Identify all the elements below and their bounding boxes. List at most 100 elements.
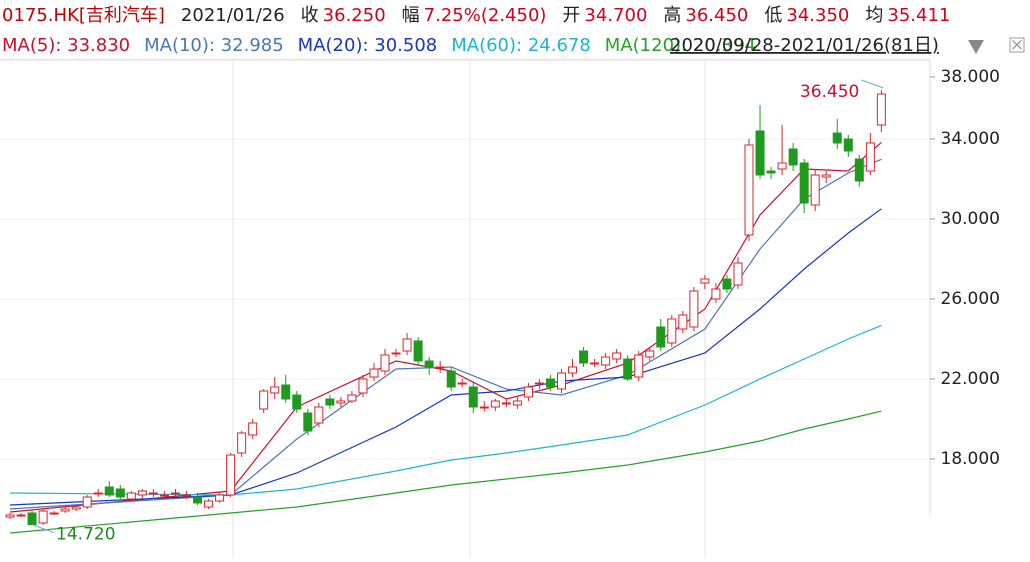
candle-body: [645, 350, 655, 358]
ma-row: MA(5): 33.830 MA(10): 32.985 MA(20): 30.50…: [2, 35, 756, 56]
candle-body: [148, 492, 158, 495]
candle-body: [215, 494, 225, 502]
candle-body: [126, 492, 136, 500]
candle-body: [27, 512, 37, 526]
dropdown-arrow[interactable]: [968, 40, 984, 54]
candle-body: [104, 486, 114, 496]
candle-body: [777, 162, 787, 170]
y-tick-label: 18.000: [941, 449, 1000, 469]
ma-legend: MA(120): 20.394: [605, 35, 756, 56]
candle-body: [49, 512, 59, 515]
candle-body: [314, 406, 324, 424]
candle-body: [457, 382, 467, 385]
candle-body: [799, 162, 809, 204]
candle-body: [380, 354, 390, 372]
y-tick-label: 26.000: [941, 289, 1000, 309]
candle-body: [656, 326, 666, 348]
candle-body: [689, 290, 699, 328]
candle-body: [270, 386, 280, 394]
ma-legend: MA(5): 33.830: [2, 35, 130, 56]
candle-body: [744, 144, 754, 236]
ma-legend: MA(60): 24.678: [451, 35, 591, 56]
candle-body: [325, 398, 335, 406]
candle-body: [303, 412, 313, 432]
candle-body: [391, 352, 401, 355]
candle-body: [292, 394, 302, 410]
candle-body: [843, 138, 853, 152]
annotation: 36.450: [800, 82, 859, 102]
date-range[interactable]: 2020/09/28-2021/01/26(81日): [670, 35, 939, 56]
header-field: 收: [301, 5, 319, 26]
header-row: 0175.HK[吉利汽车] 2021/01/26 收 36.250 幅 7.25%(2.4…: [2, 5, 950, 26]
header-field: 低: [764, 5, 782, 26]
close-icon[interactable]: ×: [1010, 35, 1024, 55]
candle-body: [700, 278, 710, 284]
candle-body: [512, 400, 522, 406]
candle-body: [259, 390, 269, 410]
candle-body: [865, 142, 875, 172]
candle-body: [634, 354, 644, 378]
annotation-arrow: [31, 524, 55, 534]
candle-body: [237, 432, 247, 454]
candle-body: [424, 360, 434, 368]
candle-body: [159, 494, 169, 497]
y-tick-label: 38.000: [941, 67, 1000, 87]
candle-body: [93, 492, 103, 495]
header-field: 36.450: [685, 5, 748, 26]
header-field: 36.250: [323, 5, 386, 26]
ma-line: [9, 324, 882, 496]
candle-body: [534, 382, 544, 385]
ma-legend: MA(10): 32.985: [144, 35, 284, 56]
candle-body: [358, 378, 368, 394]
candle-body: [490, 400, 500, 408]
candle-body: [832, 132, 842, 144]
candle-body: [854, 158, 864, 182]
candle-body: [402, 338, 412, 352]
candle-body: [590, 362, 600, 365]
candle-body: [60, 508, 70, 512]
candle-body: [876, 93, 886, 126]
candle-body: [557, 372, 566, 390]
candle-body: [523, 386, 533, 398]
candle-body: [766, 170, 776, 174]
header-field: 34.700: [584, 5, 647, 26]
candle-body: [115, 488, 125, 498]
close-button[interactable]: [1009, 37, 1025, 53]
header-field: 高: [663, 5, 681, 26]
candle-body: [281, 384, 291, 400]
header-field: 幅: [402, 5, 420, 26]
candle-body: [667, 318, 677, 344]
header-field: 开: [562, 5, 580, 26]
candle-body: [71, 506, 81, 510]
header-field: 均: [865, 5, 883, 26]
candle-body: [545, 378, 555, 388]
candle-body: [711, 288, 721, 300]
candle-body: [468, 386, 478, 408]
candle-body: [435, 366, 445, 369]
candle-body: [336, 400, 346, 404]
candle-body: [733, 262, 743, 286]
candle-body: [369, 368, 379, 378]
candle-body: [446, 370, 456, 388]
candle-body: [821, 174, 831, 178]
header-field: 34.350: [786, 5, 849, 26]
candle-body: [722, 278, 732, 290]
y-tick-label: 30.000: [941, 209, 1000, 229]
candle-body: [347, 394, 357, 402]
candle-body: [479, 406, 489, 409]
candle-body: [601, 356, 611, 366]
header-field: 35.411: [887, 5, 950, 26]
candle-body: [501, 402, 511, 405]
y-tick-label: 22.000: [941, 369, 1000, 389]
candle-body: [568, 366, 578, 374]
candle-body: [82, 496, 92, 508]
candle-body: [413, 340, 423, 362]
candle-body: [788, 148, 798, 166]
candle-body: [38, 510, 48, 524]
candle-body: [755, 130, 765, 176]
ma-line: [9, 410, 882, 534]
candle-body: [16, 514, 26, 517]
candle-body: [137, 490, 147, 496]
